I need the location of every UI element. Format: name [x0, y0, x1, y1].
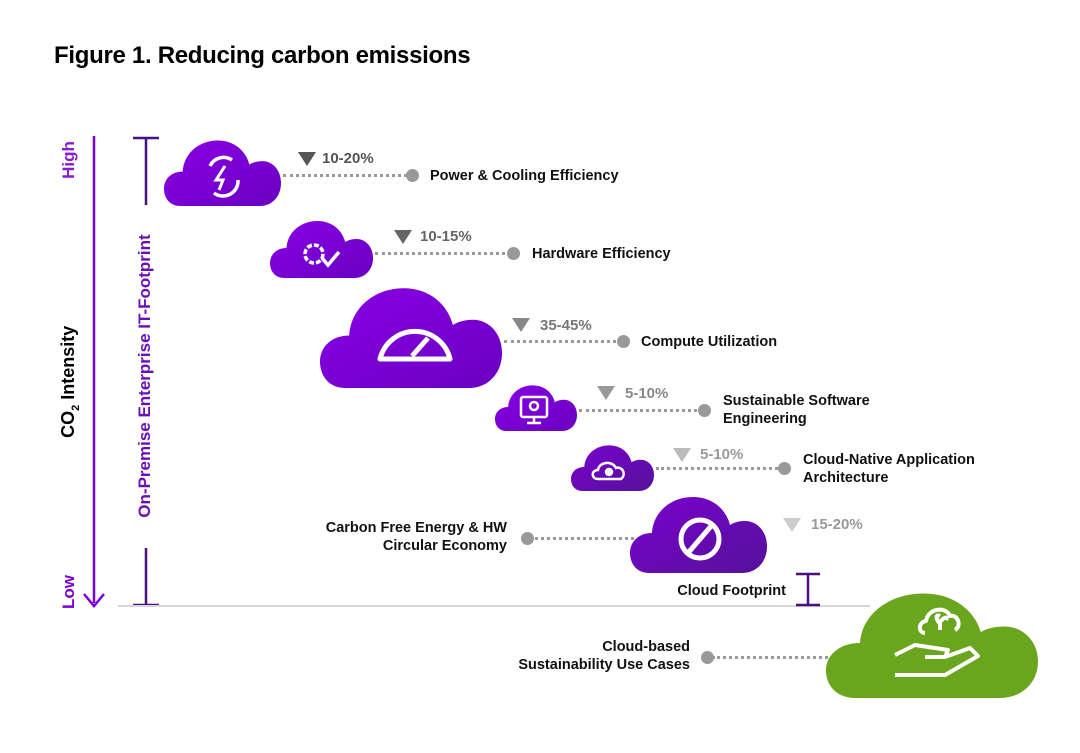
prohibited-icon [678, 517, 722, 561]
cloud-footprint-label: Cloud Footprint [677, 583, 786, 599]
reduction-value: 15-20% [811, 516, 863, 533]
reduction-value: 5-10% [700, 446, 744, 463]
cloud-native [571, 445, 654, 491]
hand-cloud-plant-icon [894, 607, 980, 677]
connector [375, 252, 512, 255]
connector-dot [617, 335, 630, 348]
reduction-value: 10-20% [322, 150, 374, 167]
connector-dot [521, 532, 534, 545]
connector [579, 409, 704, 412]
reduction-triangle-icon [597, 386, 615, 400]
item-label: Sustainable Software Engineering [723, 393, 870, 427]
sustainability-label: Cloud-based Sustainability Use Cases [518, 639, 690, 673]
item-label: Power & Cooling Efficiency [430, 168, 619, 184]
cloud-gear-icon [591, 461, 625, 481]
reduction-triangle-icon [298, 152, 316, 166]
item-label: Cloud-Native Application Architecture [803, 452, 975, 486]
monitor-head-gear-icon [519, 395, 549, 425]
connector-dot [698, 404, 711, 417]
reduction-triangle-icon [673, 448, 691, 462]
connector-dot [701, 651, 714, 664]
item-label: Hardware Efficiency [532, 246, 671, 262]
figure-title: Figure 1. Reducing carbon emissions [54, 42, 471, 69]
gear-check-icon [303, 243, 341, 268]
connector-dot [778, 462, 791, 475]
connector [504, 340, 622, 343]
reduction-triangle-icon [394, 230, 412, 244]
item-label: Compute Utilization [641, 334, 778, 350]
gauge-icon [377, 328, 453, 362]
reduction-value: 5-10% [625, 385, 669, 402]
reduction-triangle-icon [512, 318, 530, 332]
connector [656, 467, 784, 470]
cloud-carbon-free [630, 497, 767, 573]
power-cycle-icon [208, 155, 240, 198]
reduction-value: 35-45% [540, 317, 592, 334]
reduction-value: 10-15% [420, 228, 472, 245]
reduction-triangle-icon [783, 518, 801, 532]
connector-dot [406, 169, 419, 182]
cloud-compute [320, 288, 502, 388]
item-label: Carbon Free Energy & HW Circular Economy [325, 520, 507, 554]
connector [712, 656, 828, 659]
connector [283, 174, 413, 177]
connector [530, 537, 634, 540]
arrow-down-icon [83, 593, 105, 608]
connector-dot [507, 247, 520, 260]
